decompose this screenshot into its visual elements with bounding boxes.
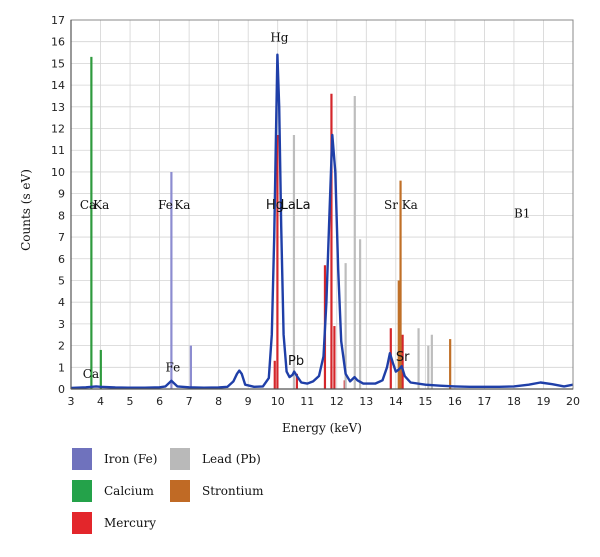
x-tick-label-2: 5 — [127, 395, 134, 408]
x-tick-label-15: 18 — [507, 395, 521, 408]
x-tick-label-9: 12 — [330, 395, 344, 408]
y-tick-label-2: 2 — [58, 340, 65, 353]
legend-swatch-strontium — [170, 480, 190, 502]
x-tick-label-13: 16 — [448, 395, 462, 408]
annotation-fe-2: Fe — [158, 198, 173, 212]
annotation-sr-8: Sr — [384, 198, 398, 212]
legend-item-calcium: Calcium — [72, 480, 154, 502]
y-tick-label-12: 12 — [51, 123, 65, 136]
y-tick-label-5: 5 — [58, 274, 65, 287]
legend-swatch-mercury — [72, 512, 92, 534]
y-tick-label-7: 7 — [58, 231, 65, 244]
annotation-ca-11: Ca — [83, 367, 99, 381]
x-tick-label-6: 9 — [245, 395, 252, 408]
y-tick-label-16: 16 — [51, 36, 65, 49]
x-tick-label-0: 3 — [68, 395, 75, 408]
x-tick-label-12: 15 — [418, 395, 432, 408]
spectrum-line — [70, 53, 574, 390]
y-tick-label-17: 17 — [51, 14, 65, 27]
y-tick-label-1: 1 — [58, 361, 65, 374]
annotation-pb-13: Pb — [288, 354, 304, 369]
y-tick-label-15: 15 — [51, 57, 65, 70]
x-tick-label-14: 17 — [477, 395, 491, 408]
annotation-ca-0: Ca — [80, 198, 96, 212]
y-axis-label: Counts (s eV) — [19, 169, 33, 251]
y-tick-label-4: 4 — [58, 296, 65, 309]
legend-label-mercury: Mercury — [104, 516, 157, 530]
y-tick-label-3: 3 — [58, 318, 65, 331]
annotation-sr-14: Sr — [396, 350, 410, 365]
y-tick-label-8: 8 — [58, 209, 65, 222]
axes — [70, 19, 574, 390]
x-tick-label-16: 19 — [536, 395, 550, 408]
y-tick-label-11: 11 — [51, 144, 65, 157]
x-tick-label-17: 20 — [566, 395, 580, 408]
annotation-fe-12: Fe — [165, 361, 180, 375]
legend-label-strontium: Strontium — [202, 484, 264, 498]
y-tick-label-0: 0 — [58, 383, 65, 396]
x-tick-label-1: 4 — [97, 395, 104, 408]
legend: Iron (Fe) Lead (Pb) Calcium Strontium Me… — [72, 440, 372, 540]
legend-item-strontium: Strontium — [170, 480, 264, 502]
y-tick-label-9: 9 — [58, 188, 65, 201]
x-tick-label-4: 7 — [186, 395, 193, 408]
legend-swatch-lead — [170, 448, 190, 470]
annotation-ka-3: Ka — [174, 198, 190, 212]
annotation-la-6: La — [281, 198, 296, 213]
legend-label-iron: Iron (Fe) — [104, 452, 158, 466]
plot-frame — [70, 19, 574, 390]
annotation-hg-4: Hg — [270, 31, 288, 45]
grid — [70, 19, 574, 390]
x-tick-label-10: 13 — [359, 395, 373, 408]
legend-item-iron: Iron (Fe) — [72, 448, 157, 470]
annotation-b1-10: B1 — [514, 207, 530, 221]
x-tick-label-5: 8 — [215, 395, 222, 408]
annotation-ka-9: Ka — [402, 198, 418, 212]
annotation-la-7: La — [295, 198, 310, 213]
y-tick-label-13: 13 — [51, 101, 65, 114]
tick-labels: 3 4 5 6 7 8 9 10 11 12 13 14 15 16 17 18 19 2001234567891… — [51, 14, 580, 408]
x-tick-label-8: 11 — [300, 395, 314, 408]
legend-swatch-iron — [72, 448, 92, 470]
x-axis-label: Energy (keV) — [282, 421, 362, 435]
legend-label-lead: Lead (Pb) — [202, 452, 261, 466]
legend-label-calcium: Calcium — [104, 484, 154, 498]
y-tick-label-14: 14 — [51, 79, 65, 92]
x-tick-label-3: 6 — [156, 395, 163, 408]
annotation-ka-1: Ka — [93, 198, 109, 212]
y-tick-label-6: 6 — [58, 253, 65, 266]
y-tick-label-10: 10 — [51, 166, 65, 179]
x-tick-label-7: 10 — [271, 395, 285, 408]
legend-swatch-calcium — [72, 480, 92, 502]
annotation-hg-5: Hg — [266, 198, 284, 213]
legend-item-lead: Lead (Pb) — [170, 448, 261, 470]
spectrum — [70, 53, 574, 390]
x-tick-label-11: 14 — [389, 395, 403, 408]
legend-item-mercury: Mercury — [72, 512, 156, 534]
